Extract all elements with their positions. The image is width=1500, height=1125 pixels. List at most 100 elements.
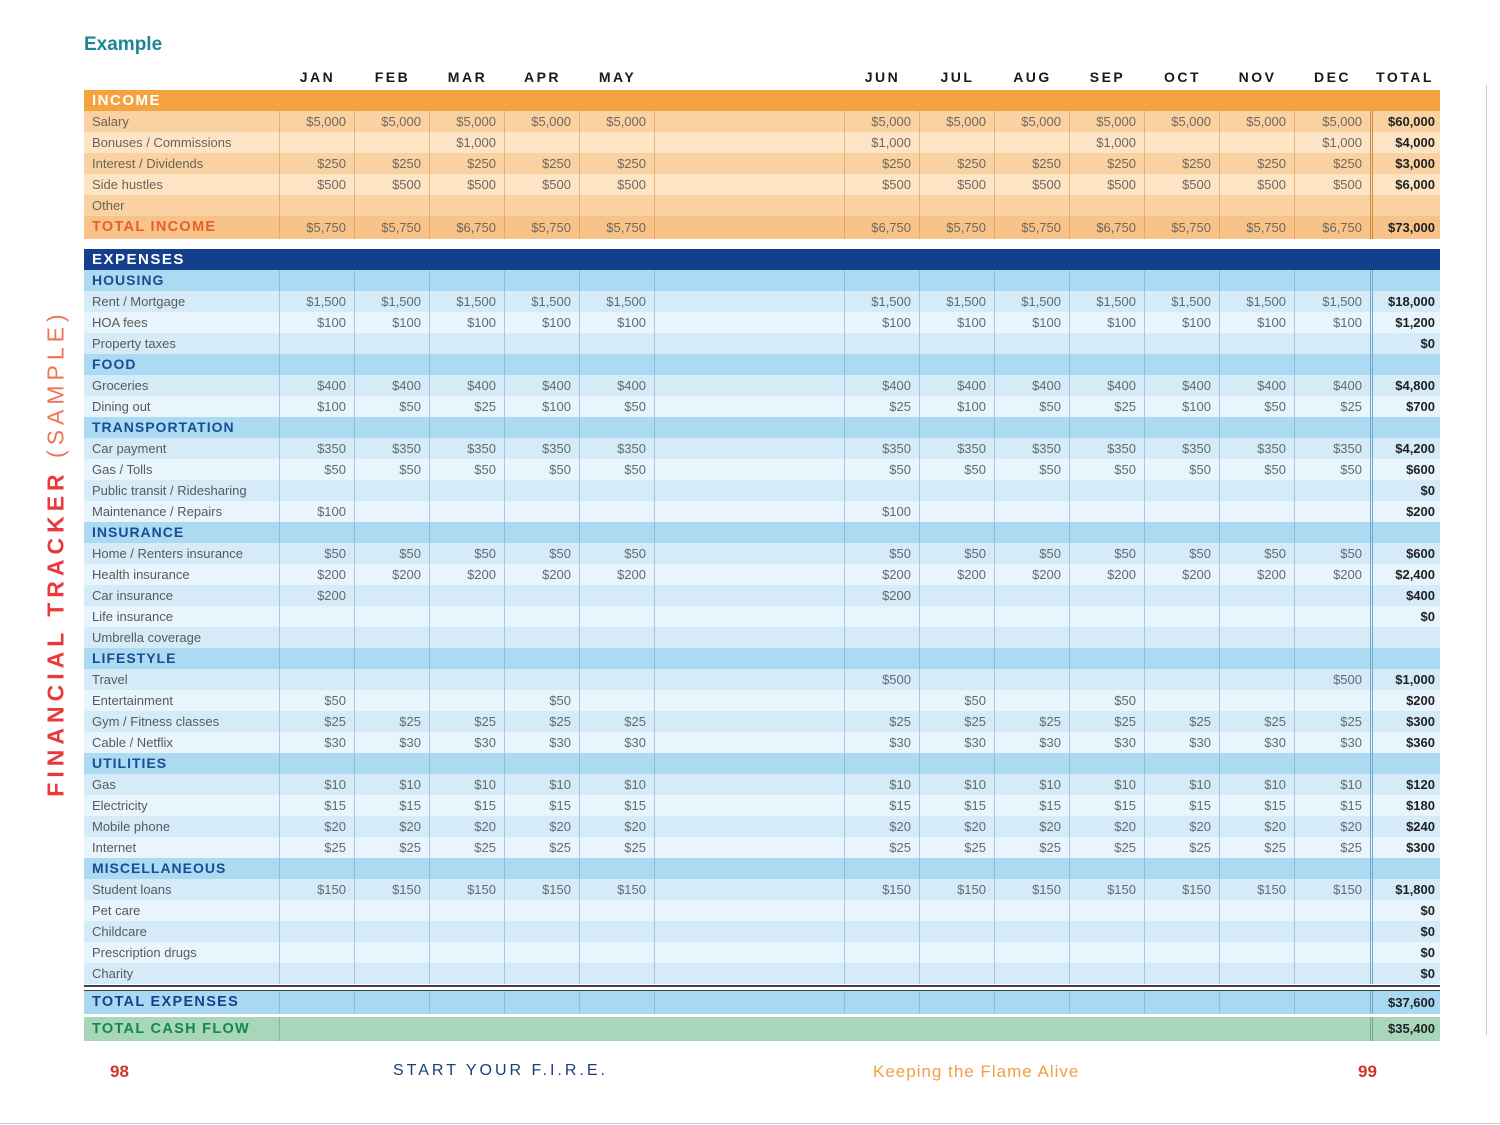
month-cell bbox=[1070, 921, 1145, 942]
month-cell bbox=[1145, 417, 1220, 438]
month-cell bbox=[1070, 753, 1145, 774]
month-cell bbox=[505, 354, 580, 375]
month-cell bbox=[1145, 991, 1220, 1014]
month-cell: $20 bbox=[1340, 819, 1362, 834]
month-cell: $5,750 bbox=[1145, 216, 1220, 239]
total-cell: $0 bbox=[1370, 900, 1440, 921]
month-cell: $100 bbox=[280, 396, 355, 417]
month-cell: $25 bbox=[1070, 396, 1145, 417]
month-cell: $5,750 bbox=[505, 216, 580, 239]
gutter-cell bbox=[655, 795, 845, 816]
cash-flow-span-cell bbox=[280, 1017, 1370, 1041]
gutter-cell bbox=[655, 153, 845, 174]
total-cell: $0 bbox=[1370, 333, 1440, 354]
total-expenses-row: TOTAL EXPENSES $37,600 bbox=[84, 991, 1440, 1014]
month-cell bbox=[280, 991, 355, 1014]
month-cell: $400 bbox=[580, 375, 655, 396]
month-cell: $30 bbox=[1340, 735, 1362, 750]
expense-section-header-row: INSURANCE bbox=[84, 522, 1440, 543]
month-cell bbox=[1070, 606, 1145, 627]
month-cell: $100 bbox=[995, 312, 1070, 333]
month-cell: $250 bbox=[1070, 153, 1145, 174]
month-cell: $50 bbox=[995, 459, 1070, 480]
month-cell: $5,000 bbox=[1145, 111, 1220, 132]
month-cell: $5,000 bbox=[580, 111, 655, 132]
row-label: Cable / Netflix bbox=[84, 732, 280, 753]
month-cell: $200 bbox=[1333, 567, 1362, 582]
row-label: INSURANCE bbox=[84, 522, 280, 543]
month-cell bbox=[995, 690, 1070, 711]
month-cell: $100 bbox=[920, 312, 995, 333]
month-cell: $30 bbox=[920, 732, 995, 753]
month-cell bbox=[505, 195, 580, 216]
row-label: Childcare bbox=[84, 921, 280, 942]
month-cell: $500 bbox=[280, 174, 355, 195]
month-header: FEB bbox=[374, 69, 411, 85]
month-cell bbox=[995, 195, 1070, 216]
month-cell bbox=[1220, 991, 1295, 1014]
month-cell bbox=[1145, 627, 1220, 648]
row-label: Internet bbox=[84, 837, 280, 858]
month-cell: $200 bbox=[580, 564, 655, 585]
month-cell bbox=[1070, 669, 1145, 690]
month-cell bbox=[580, 480, 655, 501]
month-cell: $250 bbox=[1145, 153, 1220, 174]
month-cell: $25 bbox=[430, 396, 505, 417]
month-cell bbox=[1070, 522, 1145, 543]
month-cell: $500 bbox=[505, 174, 580, 195]
month-cell bbox=[580, 333, 655, 354]
month-cell bbox=[920, 606, 995, 627]
month-cell bbox=[505, 900, 580, 921]
month-cell: $20 bbox=[430, 816, 505, 837]
month-cell: $100 bbox=[920, 396, 995, 417]
month-cell bbox=[920, 195, 995, 216]
month-cell bbox=[430, 195, 505, 216]
month-cell bbox=[580, 753, 655, 774]
month-cell bbox=[580, 132, 655, 153]
month-cell bbox=[505, 648, 580, 669]
row-label: Prescription drugs bbox=[84, 942, 280, 963]
month-cell: $25 bbox=[845, 396, 920, 417]
month-cell: $20 bbox=[1145, 816, 1220, 837]
month-cell bbox=[1220, 963, 1295, 984]
month-cell: $250 bbox=[280, 153, 355, 174]
month-cell bbox=[280, 942, 355, 963]
page-edge-right bbox=[1486, 85, 1487, 1035]
month-cell: $10 bbox=[920, 774, 995, 795]
month-cell bbox=[505, 669, 580, 690]
month-cell bbox=[1145, 270, 1220, 291]
month-cell bbox=[920, 648, 995, 669]
total-cell bbox=[1370, 627, 1440, 648]
expense-section-header-row: UTILITIES bbox=[84, 753, 1440, 774]
month-cell bbox=[355, 858, 430, 879]
month-cell: $50 bbox=[920, 690, 995, 711]
total-cell: $120 bbox=[1370, 774, 1440, 795]
row-label: Car insurance bbox=[84, 585, 280, 606]
month-cell bbox=[1295, 900, 1370, 921]
month-cell: $1,500 bbox=[920, 291, 995, 312]
month-cell bbox=[430, 991, 505, 1014]
month-cell: $50 bbox=[1070, 459, 1145, 480]
month-cell: $250 bbox=[1333, 156, 1362, 171]
expense-row: Internet $25 $25 $25 $25 $25 $25 $25 $25 $25 $25 $2… bbox=[84, 837, 1440, 858]
month-cell: $50 bbox=[845, 543, 920, 564]
month-cell: $50 bbox=[505, 543, 580, 564]
month-cell: $400 bbox=[505, 375, 580, 396]
month-cell: $150 bbox=[1333, 882, 1362, 897]
month-cell bbox=[580, 942, 655, 963]
month-header: DEC bbox=[1313, 69, 1352, 85]
month-cell bbox=[1295, 354, 1370, 375]
month-cell bbox=[280, 354, 355, 375]
row-label: Travel bbox=[84, 669, 280, 690]
month-cell bbox=[355, 900, 430, 921]
row-label: Car payment bbox=[84, 438, 280, 459]
month-cell bbox=[845, 921, 920, 942]
month-cell bbox=[995, 991, 1070, 1014]
month-cell bbox=[920, 858, 995, 879]
month-cell: $25 bbox=[355, 711, 430, 732]
month-cell: $5,000 bbox=[845, 111, 920, 132]
month-cell bbox=[995, 753, 1070, 774]
month-cell: $100 bbox=[845, 312, 920, 333]
gutter-cell bbox=[655, 711, 845, 732]
row-label: Electricity bbox=[84, 795, 280, 816]
